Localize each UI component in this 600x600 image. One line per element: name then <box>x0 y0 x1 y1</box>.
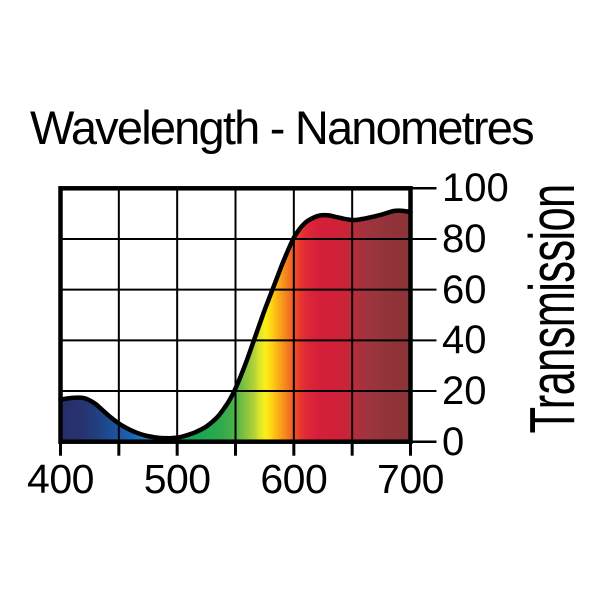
spectrum-area <box>60 210 411 442</box>
grid-lines <box>60 188 437 442</box>
y-tick-label-80: 80 <box>442 216 487 261</box>
plot-frame <box>58 186 413 444</box>
y-tick-label-0: 0 <box>442 419 465 464</box>
y-tick-label-100: 100 <box>442 166 509 211</box>
y-tick-label-20: 20 <box>442 369 487 414</box>
transmission-curve <box>58 208 413 441</box>
y-axis-title: Transmission <box>516 184 588 434</box>
chart-title: Wavelength - Nanometres <box>30 101 535 154</box>
spectrum-area-fill <box>60 210 411 442</box>
plot-border <box>58 186 413 444</box>
x-tick-label-600: 600 <box>260 456 328 502</box>
y-tick-label-40: 40 <box>442 318 487 363</box>
x-tick-label-400: 400 <box>27 456 94 502</box>
x-tick-label-500: 500 <box>143 456 211 502</box>
transmission-line <box>58 208 413 441</box>
x-tick-label-700: 700 <box>377 456 444 502</box>
axis-ticks <box>59 187 437 456</box>
y-tick-label-60: 60 <box>442 267 487 312</box>
